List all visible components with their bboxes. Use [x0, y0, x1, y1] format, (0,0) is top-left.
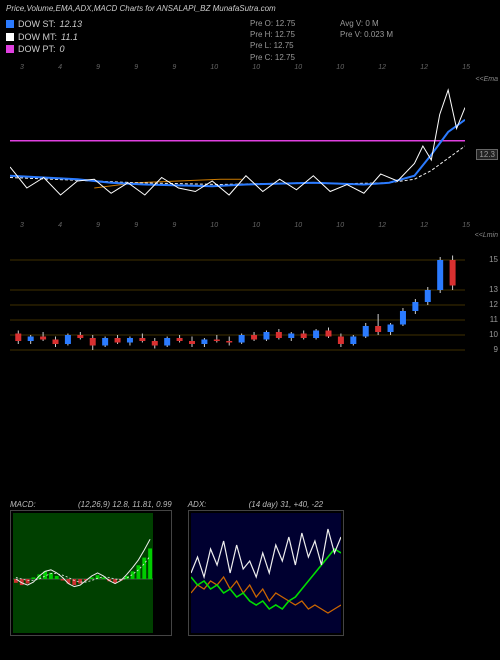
- legend-value-st: 12.13: [60, 18, 83, 31]
- legend-value-pt: 0: [60, 43, 65, 56]
- legend-label-st: DOW ST:: [18, 18, 56, 31]
- adx-params: (14 day) 31, +40, -22: [249, 500, 324, 509]
- ema-price-marker: 12.3: [476, 150, 498, 159]
- legend-swatch-st: [6, 20, 14, 28]
- xticks-top: 3499910101010121215: [20, 64, 470, 71]
- candle-panel-label: <<Lmin: [475, 232, 498, 239]
- candle-ytick: 13: [489, 285, 498, 294]
- candle-ytick: 11: [490, 315, 498, 324]
- legend-row-st: DOW ST: 12.13: [6, 18, 82, 31]
- macd-block: MACD: (12,26,9) 12.8, 11.81, 0.99: [10, 500, 172, 636]
- ema-chart: [10, 76, 465, 216]
- candle-ytick: 9: [494, 345, 498, 354]
- xticks-mid: 3499910101010121215: [20, 222, 470, 229]
- candle-chart: [10, 245, 465, 365]
- legend-row-mt: DOW MT: 11.1: [6, 31, 82, 44]
- legend-label-pt: DOW PT:: [18, 43, 56, 56]
- macd-params: (12,26,9) 12.8, 11.81, 0.99: [78, 500, 172, 509]
- adx-title: ADX:: [188, 500, 207, 509]
- macd-title: MACD:: [10, 500, 36, 509]
- chart-title: Price,Volume,EMA,ADX,MACD Charts for ANS…: [6, 4, 276, 13]
- legend-row-pt: DOW PT: 0: [6, 43, 82, 56]
- macd-chart: [13, 513, 153, 633]
- candle-ytick: 12: [489, 300, 498, 309]
- legend-value-mt: 11.1: [61, 31, 78, 44]
- adx-chart: [191, 513, 341, 633]
- legend-swatch-mt: [6, 33, 14, 41]
- candle-ytick: 10: [489, 330, 498, 339]
- adx-block: ADX: (14 day) 31, +40, -22: [188, 500, 344, 636]
- stats-vol: Avg V: 0 MPre V: 0.023 M: [340, 18, 393, 40]
- legend-label-mt: DOW MT:: [18, 31, 57, 44]
- legend-block: DOW ST: 12.13 DOW MT: 11.1 DOW PT: 0: [6, 18, 82, 56]
- ema-panel-label: <<Ema: [475, 76, 498, 83]
- legend-swatch-pt: [6, 45, 14, 53]
- candle-ytick: 15: [489, 255, 498, 264]
- stats-ohlc: Pre O: 12.75Pre H: 12.75Pre L: 12.75Pre …: [250, 18, 295, 63]
